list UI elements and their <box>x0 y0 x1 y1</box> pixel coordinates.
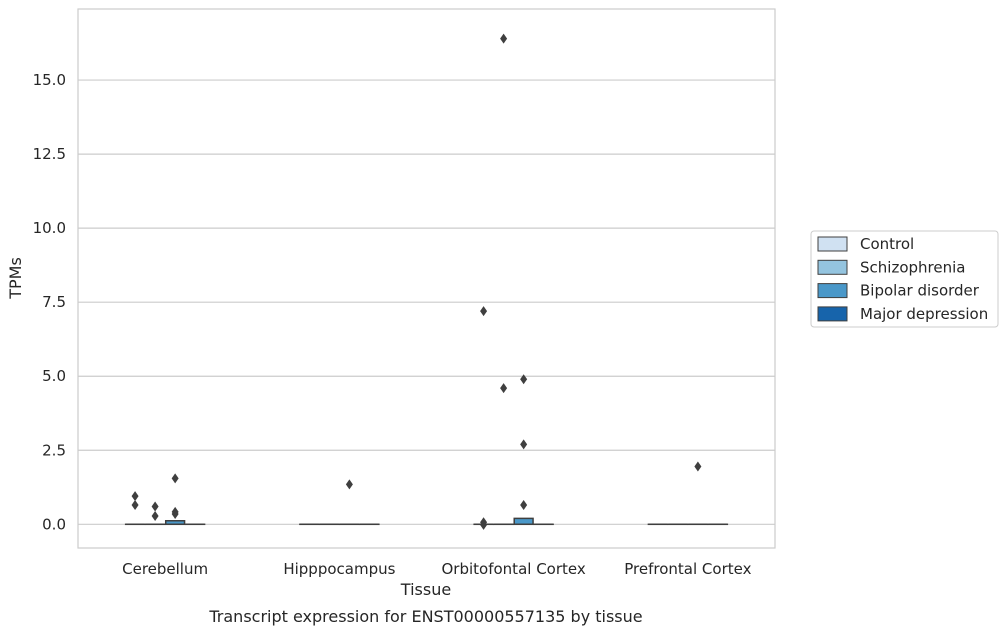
plot-background <box>78 9 775 548</box>
x-tick-label: Hipppocampus <box>283 560 395 578</box>
y-tick-label: 0.0 <box>42 515 66 533</box>
legend-swatch <box>817 306 848 322</box>
outlier-point <box>480 306 488 317</box>
box <box>513 517 534 526</box>
outlier-point <box>520 374 528 385</box>
outlier-point <box>171 508 179 519</box>
outlier-point <box>500 383 508 394</box>
box-plot-marks <box>124 33 729 530</box>
y-tick-label: 2.5 <box>42 441 66 459</box>
outlier-point <box>520 439 528 450</box>
chart-caption: Transcript expression for ENST0000055713… <box>208 607 642 626</box>
outlier-point <box>171 473 179 484</box>
outlier-point <box>500 33 508 44</box>
legend-label: Major depression <box>860 305 988 323</box>
legend-swatch <box>817 236 848 252</box>
x-axis-label: Tissue <box>400 580 451 599</box>
legend-frame <box>810 230 999 328</box>
outlier-point <box>345 479 353 490</box>
x-tick-labels: Cerebellum Hipppocampus Orbitofontal Corte… <box>122 560 751 578</box>
plot-frame <box>77 8 776 549</box>
y-tick-label: 12.5 <box>33 145 66 163</box>
y-tick-label: 5.0 <box>42 367 66 385</box>
outlier-point <box>151 511 159 522</box>
legend-swatch <box>817 283 848 299</box>
x-tick-label: Orbitofontal Cortex <box>442 560 586 578</box>
outlier-point <box>131 500 139 511</box>
legend-label: Control <box>860 235 914 253</box>
legend-label: Schizophrenia <box>860 258 965 276</box>
y-tick-labels: 0.0 2.5 5.0 7.5 10.0 12.5 15.0 <box>33 71 66 533</box>
outlier-point <box>480 519 488 530</box>
legend: Control Schizophrenia Bipolar disorder Majo… <box>810 230 999 328</box>
legend-swatch <box>817 259 848 275</box>
x-tick-label: Cerebellum <box>122 560 208 578</box>
outlier-point <box>131 491 139 502</box>
outlier-point <box>694 461 702 472</box>
y-tick-label: 15.0 <box>33 71 66 89</box>
y-gridlines <box>78 79 775 525</box>
y-axis-label: TPMs <box>6 257 25 300</box>
y-tick-label: 7.5 <box>42 293 66 311</box>
x-tick-label: Prefrontal Cortex <box>624 560 751 578</box>
outlier-point <box>520 500 528 511</box>
y-tick-label: 10.0 <box>33 219 66 237</box>
outlier-point <box>151 501 159 512</box>
legend-label: Bipolar disorder <box>860 282 980 300</box>
